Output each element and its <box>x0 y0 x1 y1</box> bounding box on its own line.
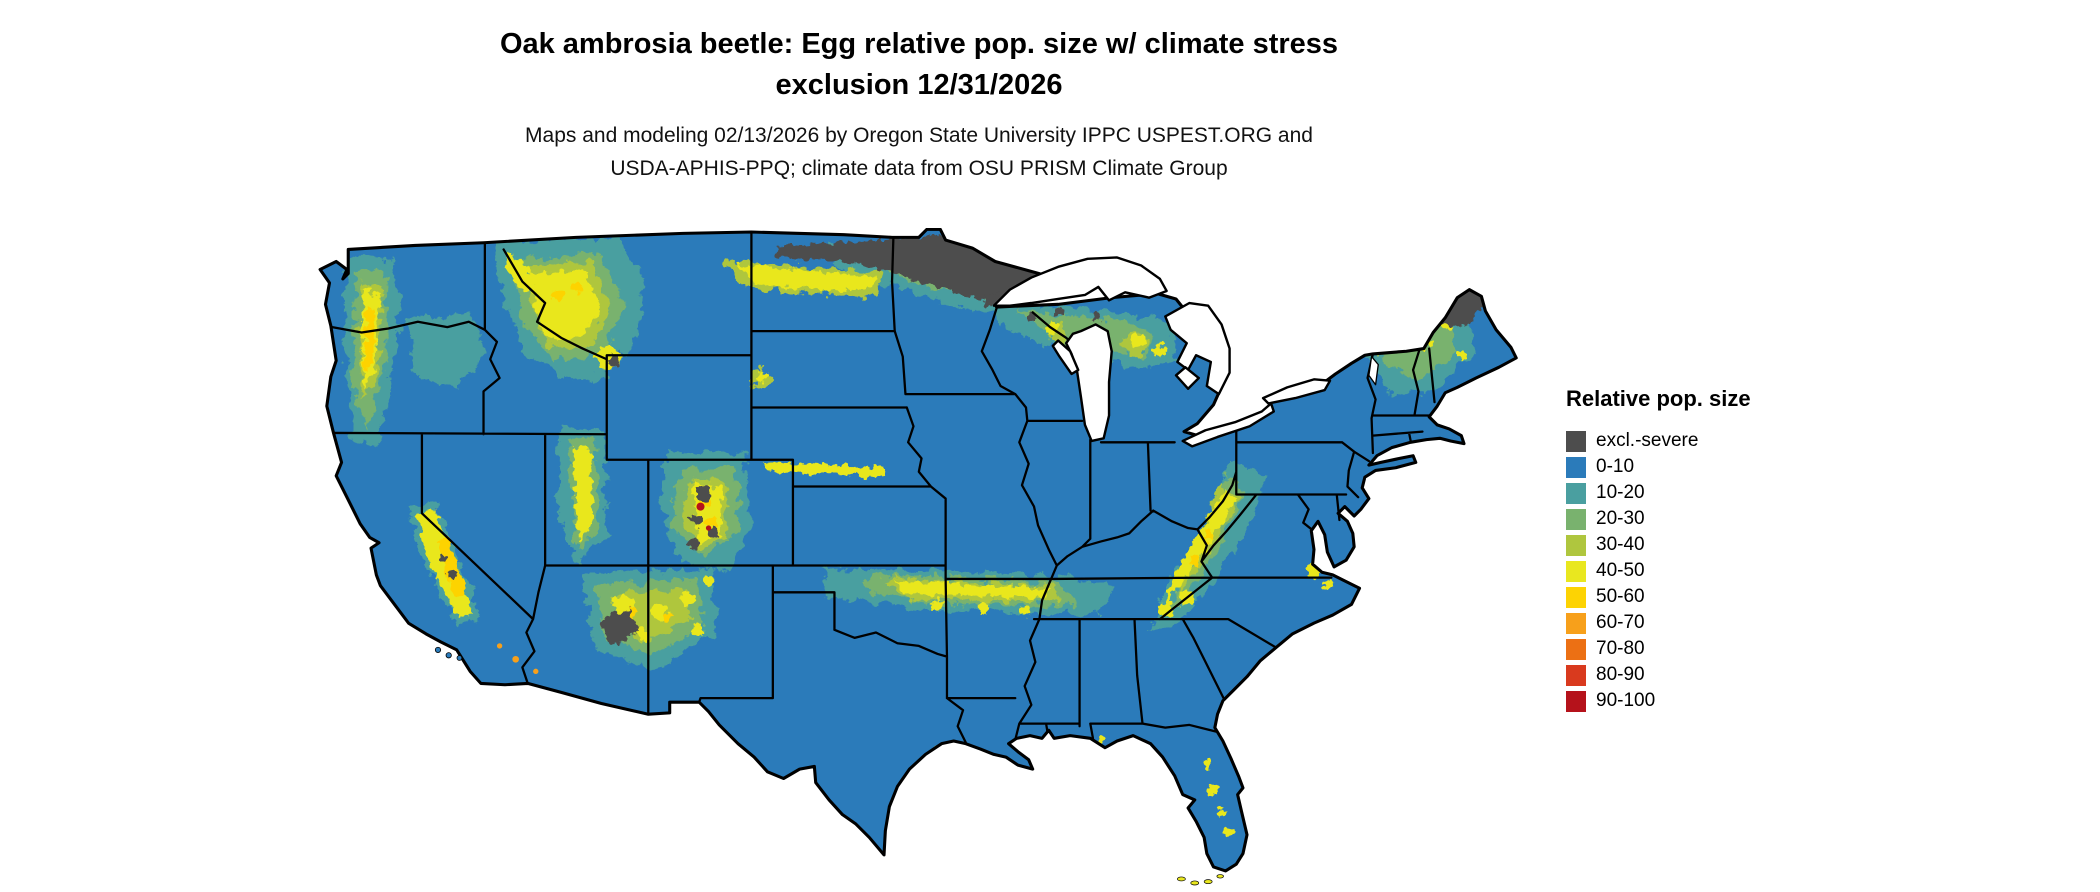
land-base <box>320 229 1517 871</box>
legend-swatch <box>1566 586 1586 608</box>
legend-item: 0-10 <box>1566 454 1751 480</box>
lake-erie <box>1181 402 1275 448</box>
legend-item: 90-100 <box>1566 688 1751 714</box>
legend-item: 70-80 <box>1566 636 1751 662</box>
legend-label: 60-70 <box>1596 612 1645 633</box>
legend-swatch <box>1566 560 1586 582</box>
legend-label: 90-100 <box>1596 690 1656 711</box>
florida-keys <box>1177 874 1224 886</box>
raster-class-90-100 <box>696 502 712 531</box>
us-map-svg <box>318 228 1518 886</box>
map-header: Oak ambrosia beetle: Egg relative pop. s… <box>0 24 1838 185</box>
lake-ontario <box>1261 378 1332 405</box>
legend-swatch <box>1566 534 1586 556</box>
legend-item: 30-40 <box>1566 532 1751 558</box>
legend-label: 80-90 <box>1596 664 1645 685</box>
legend-swatch <box>1566 508 1586 530</box>
channel-islands <box>434 646 463 661</box>
map-raster-layers <box>331 230 1483 837</box>
legend-label: 10-20 <box>1596 482 1645 503</box>
green-bay <box>1051 339 1080 376</box>
lake-michigan <box>1064 323 1113 443</box>
legend-swatch <box>1566 482 1586 504</box>
legend-swatch <box>1566 430 1586 452</box>
legend-swatch <box>1566 690 1586 712</box>
legend-label: 20-30 <box>1596 508 1645 529</box>
legend-item: 80-90 <box>1566 662 1751 688</box>
legend-label: 50-60 <box>1596 586 1645 607</box>
legend-item: excl.-severe <box>1566 428 1751 454</box>
subtitle-line1: Maps and modeling 02/13/2026 by Oregon S… <box>525 124 1313 147</box>
saginaw-bay <box>1174 366 1200 390</box>
legend-title: Relative pop. size <box>1566 386 1751 411</box>
page-title-line1: Oak ambrosia beetle: Egg relative pop. s… <box>499 28 1339 60</box>
raster-class-excluded <box>437 234 1483 646</box>
page-title-line2: exclusion 12/31/2026 <box>775 69 1063 101</box>
legend-label: 70-80 <box>1596 638 1645 659</box>
us-map-figure <box>308 228 1527 887</box>
legend-item: 20-30 <box>1566 506 1751 532</box>
legend-item: 40-50 <box>1566 558 1751 584</box>
lake-champlain <box>1368 355 1379 386</box>
legend-item: 50-60 <box>1566 584 1751 610</box>
legend-item: 10-20 <box>1566 480 1751 506</box>
lake-superior <box>992 256 1168 307</box>
legend-label: 40-50 <box>1596 560 1645 581</box>
legend-swatch <box>1566 456 1586 478</box>
subtitle-line2: USDA-APHIS-PPQ; climate data from OSU PR… <box>610 157 1228 180</box>
legend-item: 60-70 <box>1566 610 1751 636</box>
legend-label: 0-10 <box>1596 456 1635 477</box>
legend-swatch <box>1566 664 1586 686</box>
legend-swatch <box>1566 638 1586 660</box>
legend-label: excl.-severe <box>1596 430 1699 451</box>
raster-class-60-70 <box>496 643 539 675</box>
great-lakes <box>992 256 1379 448</box>
legend-label: 30-40 <box>1596 534 1645 555</box>
legend-swatch <box>1566 612 1586 634</box>
map-legend: Relative pop. size excl.-severe 0-10 10-… <box>1566 386 1751 714</box>
state-borders <box>331 230 1436 756</box>
lake-huron <box>1164 301 1231 396</box>
page-subtitle: Maps and modeling 02/13/2026 by Oregon S… <box>0 119 1838 185</box>
